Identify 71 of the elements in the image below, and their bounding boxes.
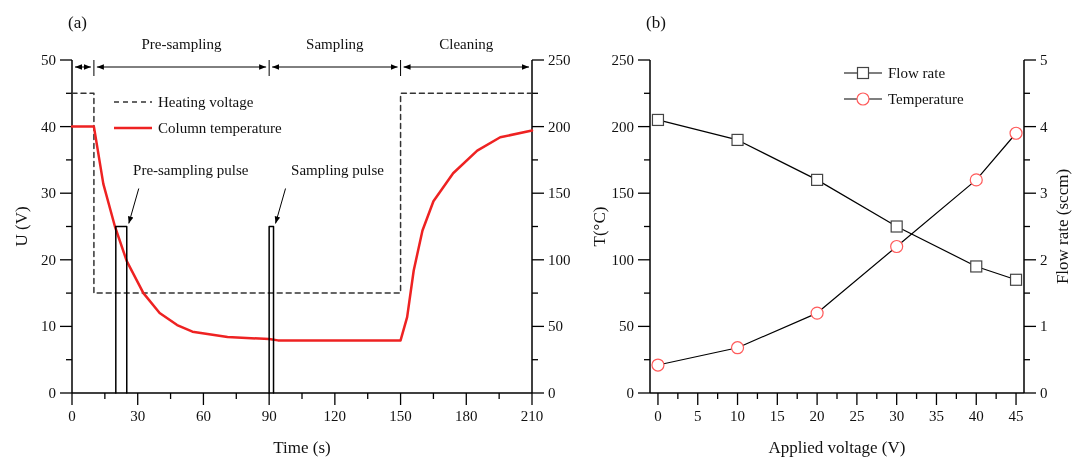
x-tick-label: 35: [928, 408, 944, 424]
y2-tick-label: 3: [1040, 185, 1048, 202]
point: [890, 220, 903, 233]
y2-tick-label: 1: [1040, 318, 1048, 335]
y2-tick-label: 5: [1040, 52, 1048, 68]
legend-label: Column temperature: [158, 120, 283, 136]
x-tick-label: 0: [654, 408, 662, 424]
x-tick-label: 180: [455, 408, 478, 424]
y-tick-label: 250: [611, 52, 634, 68]
legend-label: Temperature: [888, 91, 964, 107]
text: Cleaning: [439, 36, 494, 52]
y2-tick-label: 0: [548, 385, 556, 401]
y2-axis-title: Flow rate (sccm): [1053, 168, 1072, 285]
y2-tick-label: 50: [548, 318, 563, 335]
y-tick-label: 40: [41, 118, 56, 135]
annotation: Pre-sampling pulse: [133, 161, 249, 178]
y-tick-label: 20: [41, 251, 56, 268]
y2-tick-label: 100: [548, 251, 571, 268]
y-tick-label: 200: [611, 118, 634, 135]
x-tick-label: 210: [520, 408, 544, 424]
point: [651, 113, 665, 127]
x-tick-label: 15: [769, 408, 785, 424]
x-tick-label: 60: [195, 408, 211, 424]
x-tick-label: 45: [1008, 408, 1024, 424]
y-tick-label: 0: [48, 385, 56, 401]
chart-title: (a): [68, 13, 87, 32]
x-tick-label: 150: [389, 408, 412, 424]
y2-tick-label: 0: [1040, 385, 1048, 401]
y2-tick-label: 2: [1040, 251, 1048, 268]
x-tick-label: 5: [693, 408, 702, 424]
x-tick-label: 30: [889, 408, 905, 424]
point: [731, 133, 744, 147]
x-axis-title: Time (s): [273, 438, 331, 457]
line-series: [70, 125, 534, 342]
y2-tick-label: 4: [1040, 118, 1048, 135]
x-tick-label: 20: [809, 408, 825, 424]
y-tick-label: 50: [41, 52, 56, 68]
annotation: Sampling pulse: [291, 161, 385, 178]
point: [1009, 273, 1023, 286]
y-tick-label: 10: [41, 318, 56, 335]
y-tick-label: 30: [41, 185, 56, 202]
x-tick-label: 30: [130, 408, 146, 424]
point: [969, 173, 983, 187]
y-tick-label: 100: [611, 251, 634, 268]
chart-title: (b): [646, 13, 666, 32]
legend-label: Heating voltage: [158, 94, 254, 110]
x-tick-label: 120: [323, 408, 347, 424]
point: [810, 306, 824, 320]
y2-tick-label: 200: [548, 118, 571, 135]
x-tick-label: 90: [261, 408, 277, 424]
y2-tick-label: 250: [548, 52, 571, 68]
x-tick-label: 25: [849, 408, 865, 424]
text: Sampling: [306, 36, 365, 52]
text: Pre-sampling: [141, 36, 223, 52]
y2-tick-label: 150: [548, 185, 571, 202]
x-tick-label: 40: [968, 408, 984, 424]
y-axis-title: T(°C): [590, 206, 609, 247]
point: [1009, 126, 1023, 140]
point: [730, 341, 745, 355]
point: [890, 239, 904, 254]
x-axis-title: Applied voltage (V): [768, 438, 906, 457]
x-tick-label: 0: [68, 408, 76, 424]
y-tick-label: 50: [619, 318, 634, 335]
y-tick-label: 0: [626, 385, 634, 401]
point: [811, 173, 824, 186]
y-axis-title: U (V): [12, 206, 31, 247]
x-tick-label: 10: [730, 408, 746, 424]
point: [970, 260, 983, 273]
point: [651, 358, 665, 372]
legend-label: Flow rate: [888, 65, 946, 81]
y-tick-label: 150: [611, 185, 634, 202]
